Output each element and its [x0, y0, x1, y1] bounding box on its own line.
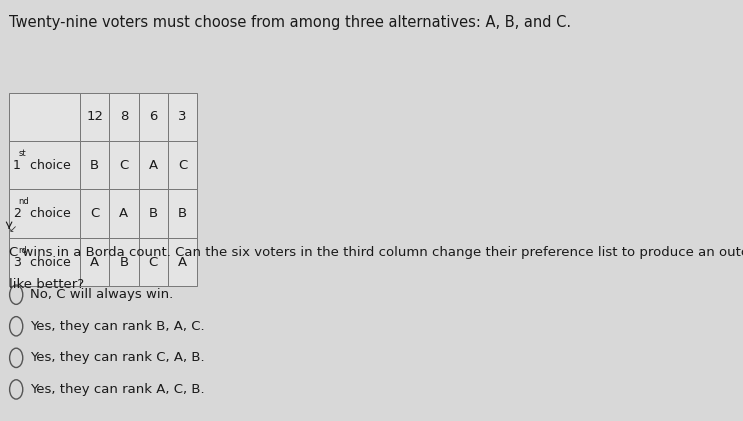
Text: 1: 1 — [13, 159, 21, 172]
Bar — [168, 189, 198, 238]
Bar — [9, 189, 80, 238]
Bar — [168, 141, 198, 189]
Text: A: A — [120, 207, 129, 220]
Text: 8: 8 — [120, 110, 128, 123]
Text: Yes, they can rank B, A, C.: Yes, they can rank B, A, C. — [30, 320, 205, 333]
Bar — [139, 238, 168, 286]
Text: choice: choice — [26, 207, 71, 220]
Bar — [80, 93, 109, 141]
Text: A: A — [178, 256, 187, 269]
Bar — [109, 189, 139, 238]
Text: Yes, they can rank A, C, B.: Yes, they can rank A, C, B. — [30, 383, 205, 396]
Text: st: st — [19, 149, 26, 158]
Text: Yes, they can rank C, A, B.: Yes, they can rank C, A, B. — [30, 352, 205, 364]
Text: C: C — [178, 159, 187, 172]
Text: nd: nd — [19, 197, 30, 206]
Text: 6: 6 — [149, 110, 158, 123]
Text: like better?: like better? — [9, 278, 84, 291]
Bar — [9, 93, 80, 141]
Text: 12: 12 — [86, 110, 103, 123]
Text: B: B — [90, 159, 99, 172]
Bar — [139, 141, 168, 189]
Text: No, C will always win.: No, C will always win. — [30, 288, 174, 301]
Bar — [109, 93, 139, 141]
Bar — [80, 189, 109, 238]
Bar — [109, 141, 139, 189]
Bar — [9, 238, 80, 286]
Text: B: B — [149, 207, 158, 220]
Bar — [139, 93, 168, 141]
Text: B: B — [178, 207, 187, 220]
Text: C: C — [90, 207, 100, 220]
Bar — [80, 141, 109, 189]
Text: 3: 3 — [178, 110, 186, 123]
Text: ↙: ↙ — [9, 224, 17, 234]
Text: B: B — [120, 256, 129, 269]
Text: rd: rd — [19, 246, 27, 255]
Text: Twenty-nine voters must choose from among three alternatives: A, B, and C.: Twenty-nine voters must choose from amon… — [9, 15, 571, 30]
Text: C: C — [120, 159, 129, 172]
Bar — [168, 93, 198, 141]
Text: choice: choice — [26, 159, 71, 172]
Text: A: A — [90, 256, 99, 269]
Bar — [80, 238, 109, 286]
Text: choice: choice — [26, 256, 71, 269]
Text: 3: 3 — [13, 256, 21, 269]
Bar — [109, 238, 139, 286]
Text: A: A — [149, 159, 158, 172]
Bar — [168, 238, 198, 286]
Text: C: C — [149, 256, 158, 269]
Bar — [139, 189, 168, 238]
Bar — [9, 141, 80, 189]
Text: 2: 2 — [13, 207, 21, 220]
Text: C wins in a Borda count. Can the six voters in the third column change their pre: C wins in a Borda count. Can the six vot… — [9, 246, 743, 259]
